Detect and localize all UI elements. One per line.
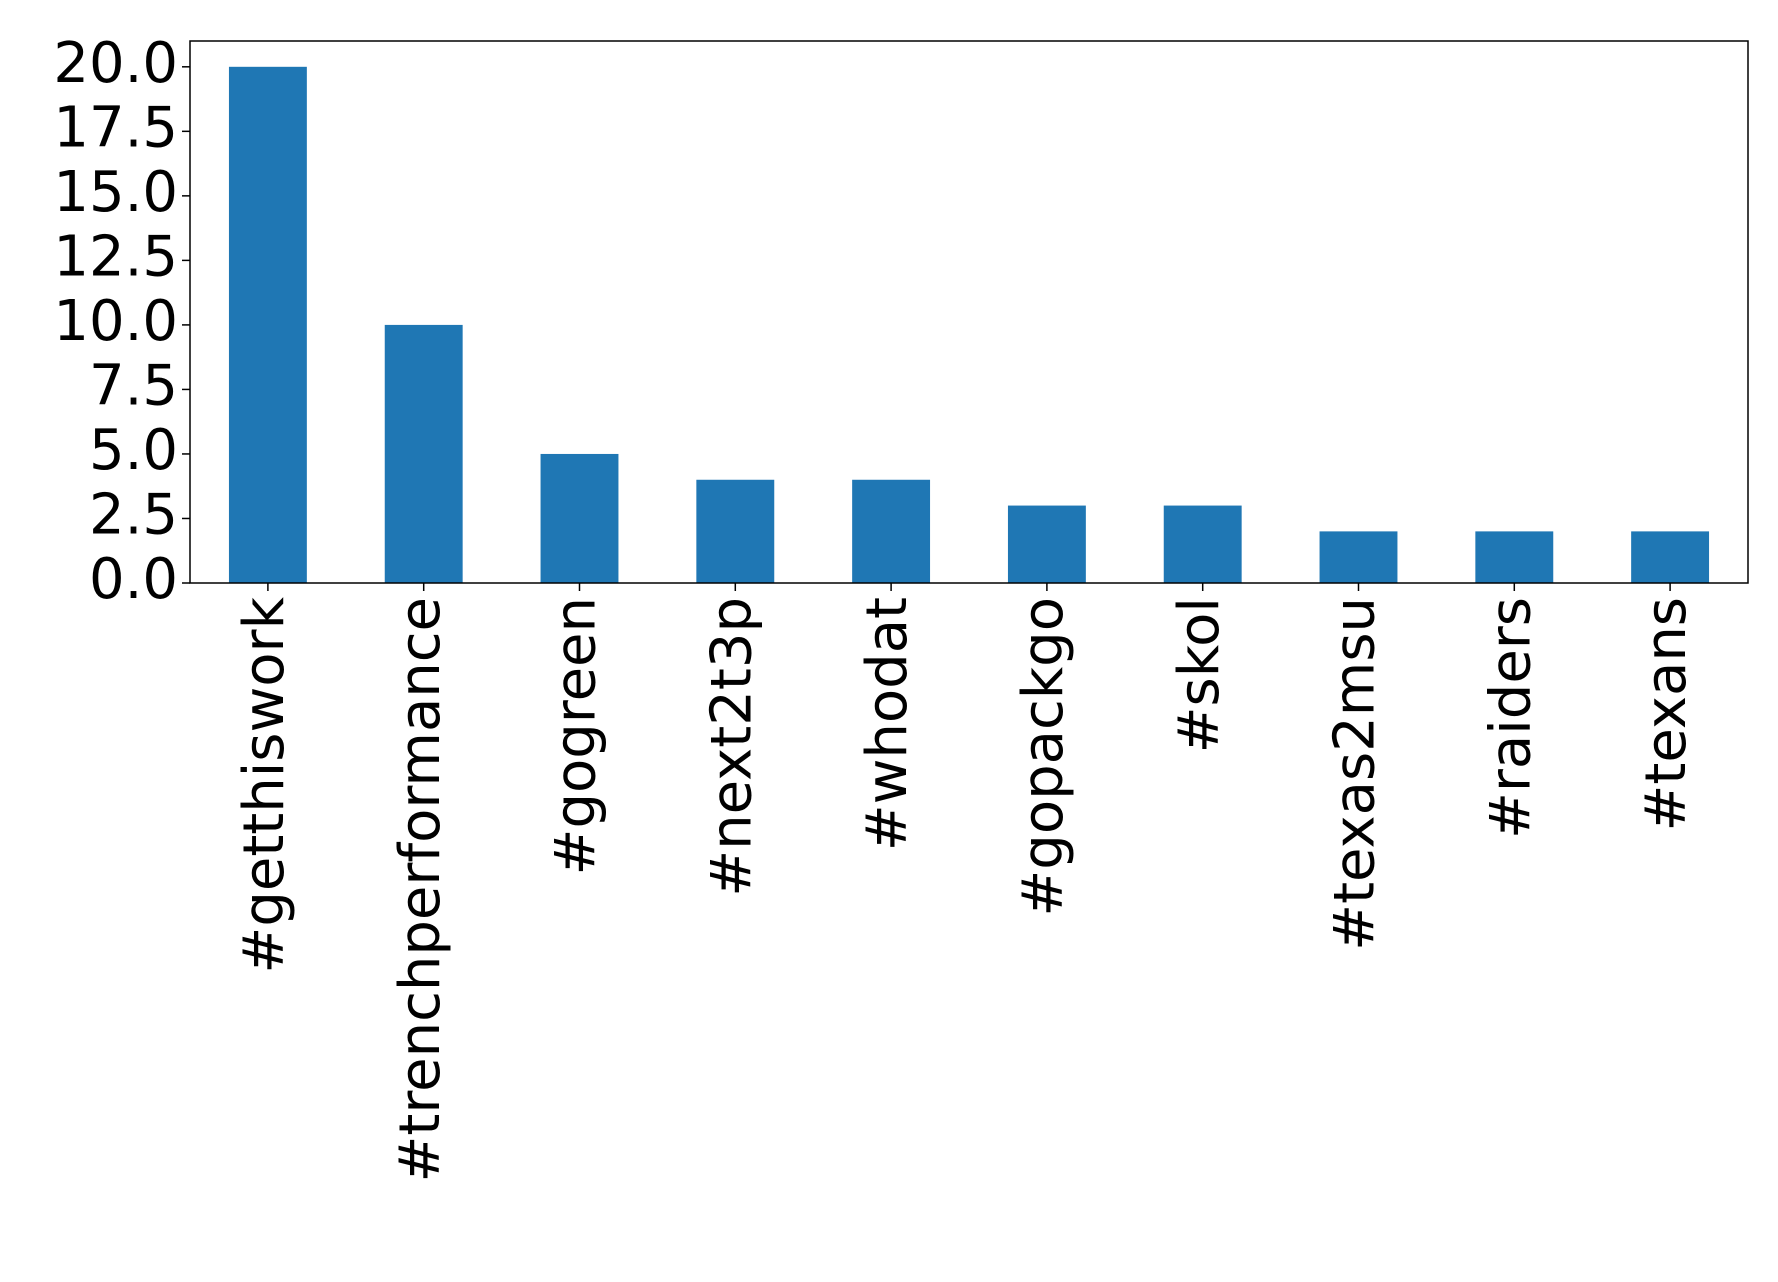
bar bbox=[1475, 531, 1554, 583]
x-tick-label: #raiders bbox=[1478, 597, 1543, 839]
x-tick-label: #getthiswork bbox=[232, 596, 297, 973]
bar bbox=[1163, 505, 1242, 583]
bar bbox=[384, 324, 463, 583]
x-tick-label: #skol bbox=[1167, 597, 1232, 753]
y-tick-label: 10.0 bbox=[53, 289, 178, 354]
x-tick-label: #whodat bbox=[855, 597, 920, 851]
y-tick-label: 2.5 bbox=[89, 483, 178, 548]
x-tick-label: #trenchperformance bbox=[388, 597, 453, 1183]
bar bbox=[852, 479, 931, 583]
x-tick-label: #gopackgo bbox=[1011, 597, 1076, 917]
bar bbox=[540, 453, 619, 583]
y-tick-label: 0.0 bbox=[89, 547, 178, 612]
x-tick-label: #texas2msu bbox=[1323, 597, 1388, 951]
bar bbox=[1319, 531, 1398, 583]
bar bbox=[696, 479, 775, 583]
y-tick-label: 12.5 bbox=[53, 225, 178, 290]
bar bbox=[1631, 531, 1710, 583]
y-tick-label: 5.0 bbox=[89, 418, 178, 483]
y-tick-label: 15.0 bbox=[53, 160, 178, 225]
x-tick-label: #next2t3p bbox=[699, 597, 764, 897]
x-tick-label: #gogreen bbox=[544, 597, 609, 875]
y-tick-label: 7.5 bbox=[89, 354, 178, 419]
plot-frame bbox=[189, 40, 1749, 584]
y-tick-label: 17.5 bbox=[53, 95, 178, 160]
bar bbox=[1007, 505, 1086, 583]
bar bbox=[228, 66, 307, 584]
y-tick-label: 20.0 bbox=[53, 31, 178, 96]
x-tick-label: #texans bbox=[1634, 597, 1699, 831]
